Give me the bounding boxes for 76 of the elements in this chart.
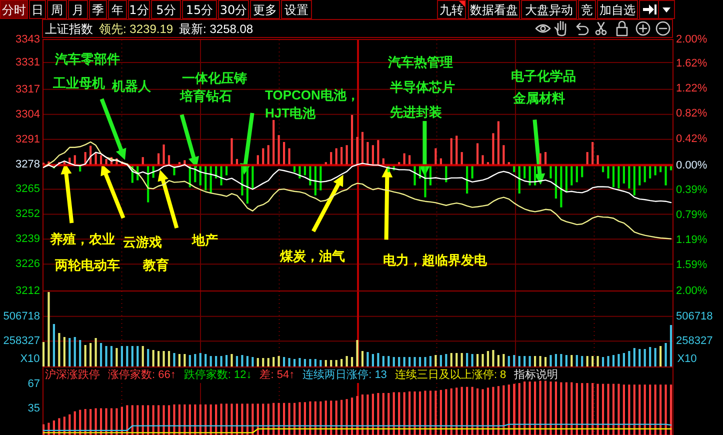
y-tick-label: 67 xyxy=(28,378,40,390)
annotation: 机器人 xyxy=(111,78,152,94)
annotation: 汽车零部件 xyxy=(54,52,120,66)
y2-tick-label: 2.00% xyxy=(676,34,708,46)
y2-tick-label: 0.82% xyxy=(676,108,708,120)
annotation: 煤炭，油气 xyxy=(279,248,345,264)
y-tick-label: 3331 xyxy=(16,56,40,69)
button: 大盘异动 xyxy=(521,0,577,19)
chart-title: 上证指数 xyxy=(45,22,93,36)
y-tick-label: 3265 xyxy=(16,183,40,196)
y-tick-label: 3212 xyxy=(16,285,40,297)
y2-axis-title: X10 xyxy=(677,353,697,365)
y2-tick-label: 0.79% xyxy=(676,208,708,221)
y-tick-label: 258327 xyxy=(3,335,40,348)
button: 周 xyxy=(47,0,67,19)
y2-tick-label: 0.39% xyxy=(676,184,708,196)
annotation: 工业母机 xyxy=(52,76,105,90)
button: 1分 xyxy=(128,0,150,19)
annotation: 差: 54↑ xyxy=(260,369,295,381)
y2-tick-label: 1.22% xyxy=(676,82,708,95)
annotation: 金属材料 xyxy=(512,90,565,106)
button: 九转 xyxy=(437,0,466,19)
annotation: 汽车热管理 xyxy=(387,54,453,70)
annotation: 两轮电动车 xyxy=(54,258,120,272)
y-tick-label: 3278 xyxy=(16,158,40,170)
chart-title: 沪深涨跌停 xyxy=(45,368,100,381)
button: 月 xyxy=(68,0,88,19)
annotation: 教育 xyxy=(142,258,169,272)
y-tick-label: 3343 xyxy=(16,34,40,46)
text: 涨停家数: 66↑ xyxy=(108,368,176,381)
annotation: 培育钻石 xyxy=(179,88,232,104)
y-tick-label: 3226 xyxy=(16,258,40,270)
y-tick-label: 3304 xyxy=(16,108,40,120)
button: 数据看盘 xyxy=(468,0,520,19)
y2-tick-label: 506718 xyxy=(676,310,713,322)
y2-tick-label: 1.59% xyxy=(676,259,708,272)
button: 5分 xyxy=(151,0,181,19)
text: 最新: 3258.08 xyxy=(179,22,254,36)
y2-tick-label: 0.42% xyxy=(676,132,708,145)
annotation: 先进封装 xyxy=(389,104,442,120)
annotation: 养殖，农业 xyxy=(49,232,115,246)
button: 加自选 xyxy=(597,0,638,19)
button: 分时 xyxy=(0,0,28,19)
annotation: 电力，超临界发电 xyxy=(383,252,488,268)
annotation: 指标说明 xyxy=(513,369,558,381)
button: 季 xyxy=(89,0,107,19)
y2-tick-label: 0.00% xyxy=(676,159,708,172)
text: 连续两日涨停: 13 xyxy=(302,368,387,381)
y2-tick-label: 2.00% xyxy=(676,285,708,297)
button: 年 xyxy=(108,0,127,19)
annotation: 电子化学品 xyxy=(511,68,576,84)
annotation: 地产 xyxy=(191,232,218,248)
y2-tick-label: 1.62% xyxy=(676,57,708,70)
y-tick-label: 3239 xyxy=(16,233,40,246)
y-tick-label: 3317 xyxy=(16,83,40,96)
button: 更多 xyxy=(250,0,280,19)
annotation: 云游戏 xyxy=(123,234,162,250)
button: 设置 xyxy=(281,0,312,19)
text: 连续三日及以上涨停: 8 xyxy=(394,368,506,381)
annotation: HJT电池 xyxy=(265,106,317,120)
y-tick-label: 3291 xyxy=(16,133,40,146)
annotation: TOPCON电池， xyxy=(265,88,360,102)
text: 领先: 3239.19 xyxy=(99,22,174,36)
y-tick-label: 506718 xyxy=(3,310,40,322)
y-tick-label: 35 xyxy=(28,402,40,414)
button: 15分 xyxy=(182,0,217,19)
annotation: 半导体芯片 xyxy=(389,80,455,94)
y-tick-label: 3252 xyxy=(16,208,40,220)
button: 竞 xyxy=(578,0,596,19)
button: 30分 xyxy=(218,0,249,19)
annotation: 一体化压铸 xyxy=(182,70,247,86)
annotation: 跌停家数: 12↓ xyxy=(184,368,252,381)
button: 日 xyxy=(29,0,46,19)
y2-tick-label: 258327 xyxy=(676,335,713,348)
y-axis-title: X10 xyxy=(20,353,40,365)
y2-tick-label: 1.19% xyxy=(676,234,708,246)
